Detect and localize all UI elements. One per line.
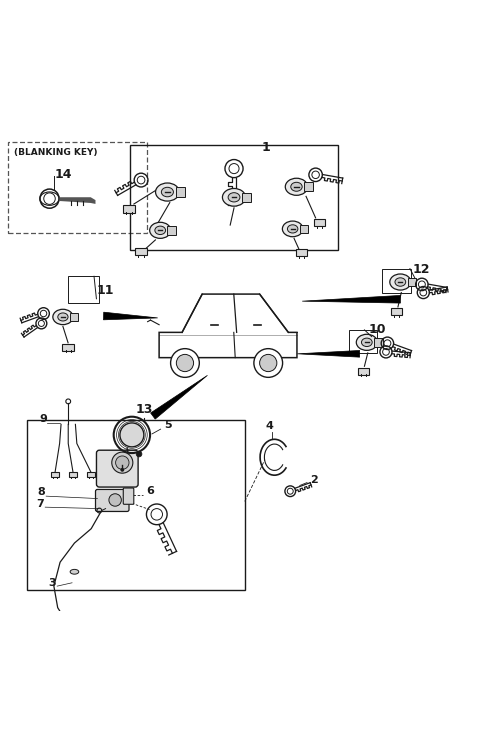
Circle shape <box>116 456 129 469</box>
Ellipse shape <box>361 338 372 347</box>
Ellipse shape <box>155 226 166 234</box>
Circle shape <box>136 451 142 457</box>
Circle shape <box>109 494 121 506</box>
FancyBboxPatch shape <box>408 278 416 286</box>
Polygon shape <box>302 295 400 303</box>
FancyBboxPatch shape <box>300 225 308 233</box>
Text: 6: 6 <box>146 486 154 496</box>
Circle shape <box>120 423 144 447</box>
FancyBboxPatch shape <box>304 182 313 191</box>
FancyBboxPatch shape <box>96 490 129 511</box>
Ellipse shape <box>70 569 79 574</box>
FancyBboxPatch shape <box>87 472 95 477</box>
FancyBboxPatch shape <box>123 488 134 504</box>
Ellipse shape <box>390 274 411 290</box>
Text: 8: 8 <box>37 487 45 497</box>
Ellipse shape <box>356 334 377 350</box>
Polygon shape <box>298 350 360 357</box>
Circle shape <box>112 452 133 473</box>
Circle shape <box>254 349 283 377</box>
Text: 7: 7 <box>36 499 44 509</box>
FancyBboxPatch shape <box>296 249 307 256</box>
Text: 10: 10 <box>368 323 386 336</box>
FancyBboxPatch shape <box>242 193 252 202</box>
Ellipse shape <box>228 193 240 202</box>
Text: 9: 9 <box>39 414 47 424</box>
Text: 11: 11 <box>96 284 114 298</box>
Ellipse shape <box>395 278 406 286</box>
FancyBboxPatch shape <box>70 312 78 321</box>
Circle shape <box>176 354 193 371</box>
Ellipse shape <box>53 310 73 324</box>
Ellipse shape <box>282 221 303 237</box>
Ellipse shape <box>291 182 302 191</box>
Text: 13: 13 <box>135 403 153 416</box>
Text: 14: 14 <box>55 167 72 181</box>
Circle shape <box>120 468 124 472</box>
FancyBboxPatch shape <box>358 368 369 374</box>
Ellipse shape <box>150 222 171 238</box>
Text: 4: 4 <box>266 422 274 432</box>
FancyBboxPatch shape <box>51 472 59 477</box>
FancyBboxPatch shape <box>135 248 147 255</box>
FancyBboxPatch shape <box>391 308 402 315</box>
Text: 5: 5 <box>164 420 171 430</box>
FancyBboxPatch shape <box>313 219 325 226</box>
Ellipse shape <box>222 188 246 206</box>
Text: 3: 3 <box>48 578 56 588</box>
FancyBboxPatch shape <box>96 450 138 487</box>
Text: 2: 2 <box>311 475 318 484</box>
Text: 1: 1 <box>262 141 271 154</box>
FancyBboxPatch shape <box>69 472 77 477</box>
Text: (BLANKING KEY): (BLANKING KEY) <box>13 148 97 157</box>
FancyBboxPatch shape <box>123 205 135 213</box>
Polygon shape <box>104 312 157 320</box>
Circle shape <box>260 354 277 371</box>
FancyBboxPatch shape <box>62 344 74 350</box>
FancyBboxPatch shape <box>176 187 185 197</box>
FancyBboxPatch shape <box>374 338 383 347</box>
Polygon shape <box>151 376 207 419</box>
Ellipse shape <box>58 313 68 321</box>
Ellipse shape <box>288 225 298 233</box>
Ellipse shape <box>156 183 179 201</box>
Circle shape <box>170 349 199 377</box>
Ellipse shape <box>285 179 308 196</box>
FancyBboxPatch shape <box>168 226 176 234</box>
Text: 12: 12 <box>412 263 430 276</box>
Ellipse shape <box>161 187 173 196</box>
